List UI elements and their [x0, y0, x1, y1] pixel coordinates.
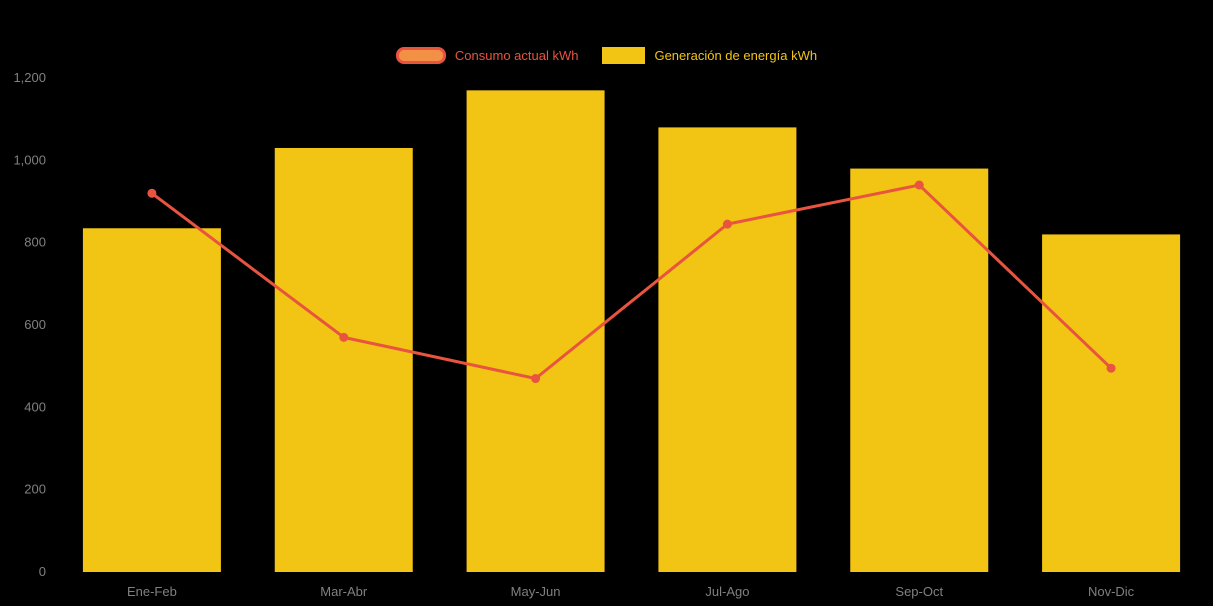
y-tick-label: 1,200 — [13, 70, 46, 85]
y-tick-label: 600 — [24, 317, 46, 332]
legend-label-consumo: Consumo actual kWh — [454, 48, 579, 63]
legend-item-generacion[interactable]: Generación de energía kWh — [602, 47, 817, 64]
line-point-Mar-Abr[interactable] — [339, 332, 349, 342]
legend-swatch-consumo-icon — [395, 47, 446, 64]
bar-Nov-Dic[interactable] — [1042, 234, 1181, 572]
x-tick-label: Ene-Feb — [127, 584, 177, 599]
y-tick-label: 400 — [24, 399, 46, 414]
x-axis-labels: Ene-Feb Mar-Abr May-Jun Jul-Ago Sep-Oct Nov-D… — [127, 584, 1135, 599]
line-series — [151, 183, 1113, 381]
legend-item-consumo[interactable]: Consumo actual kWh — [395, 47, 579, 64]
bar-May-Jun[interactable] — [466, 90, 605, 572]
bar-Jul-Ago[interactable] — [658, 127, 797, 573]
line-point-May-Jun[interactable] — [531, 374, 541, 384]
y-tick-label: 800 — [24, 235, 46, 250]
y-tick-label: 0 — [39, 564, 46, 579]
legend-swatch-generacion-icon — [602, 47, 646, 64]
bar-Mar-Abr[interactable] — [274, 147, 413, 572]
y-tick-label: 200 — [24, 482, 46, 497]
line-point-Jul-Ago[interactable] — [722, 219, 732, 229]
line-point-Sep-Oct[interactable] — [914, 180, 924, 190]
legend-label-generacion: Generación de energía kWh — [654, 48, 818, 63]
line-point-Nov-Dic[interactable] — [1106, 363, 1116, 373]
y-tick-label: 1,000 — [13, 152, 46, 167]
x-tick-label: May-Jun — [511, 584, 561, 599]
x-tick-label: Jul-Ago — [705, 584, 749, 599]
bar-Ene-Feb[interactable] — [82, 228, 221, 572]
bar-Sep-Oct[interactable] — [850, 168, 989, 573]
x-tick-label: Mar-Abr — [320, 584, 368, 599]
y-axis-labels: 0 200 400 600 800 1,000 1,200 — [13, 70, 46, 579]
bar-series — [82, 90, 1181, 573]
legend: Consumo actual kWh Generación de energía… — [0, 47, 1213, 64]
line-point-Ene-Feb[interactable] — [147, 188, 157, 198]
x-tick-label: Sep-Oct — [895, 584, 943, 599]
x-tick-label: Nov-Dic — [1088, 584, 1135, 599]
